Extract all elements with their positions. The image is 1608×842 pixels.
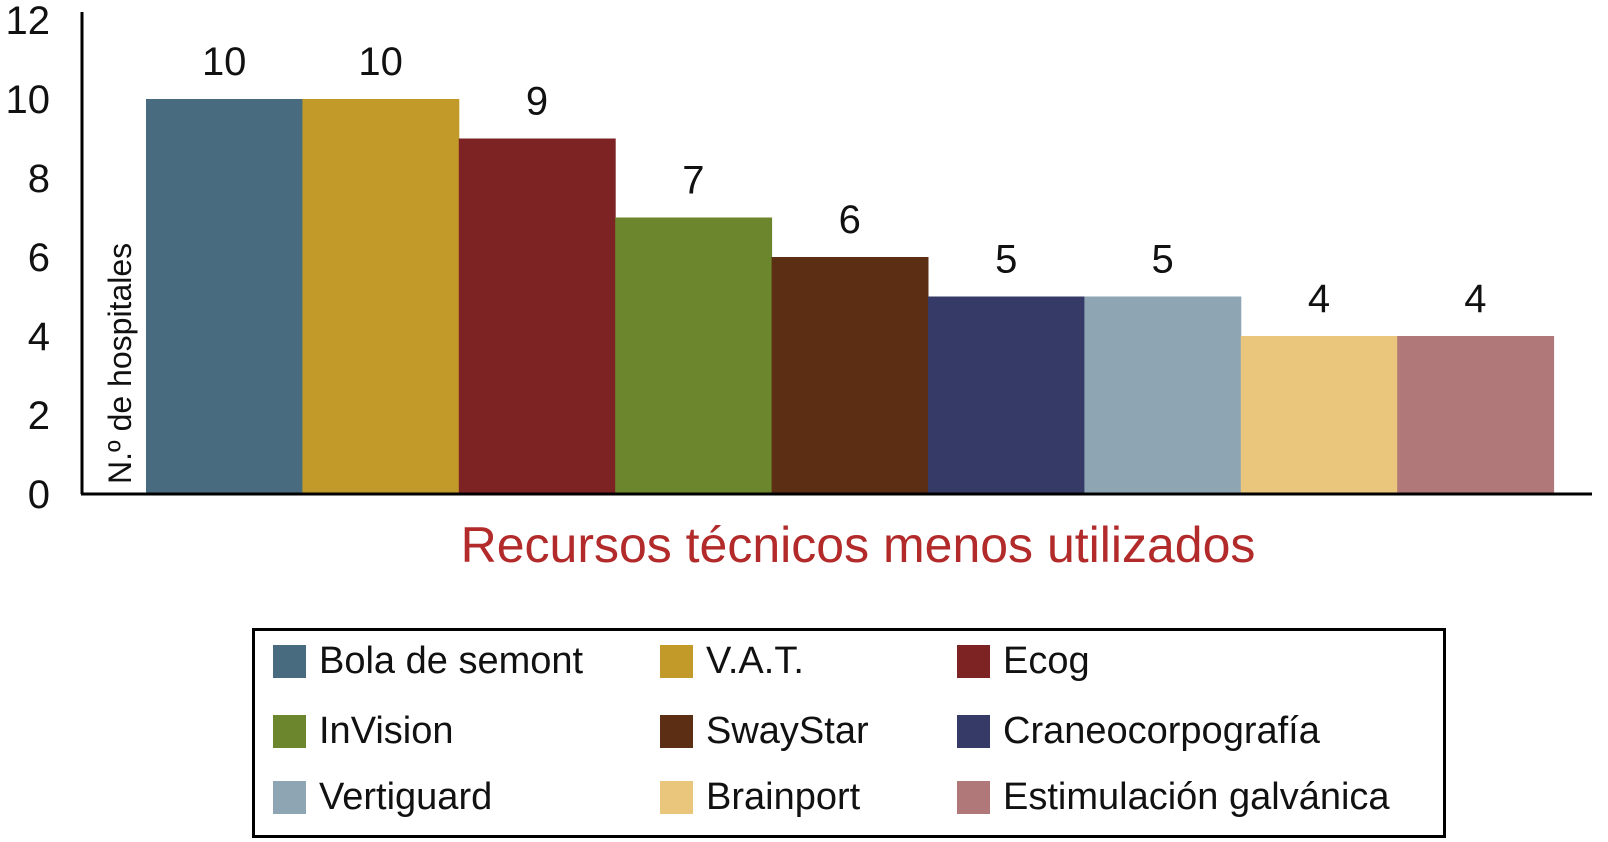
legend-item: SwayStar: [660, 709, 869, 752]
data-labels: 10 10 9 7 6 5 5 4 4: [202, 40, 1487, 321]
y-axis-ticks: 0 2 4 6 8 10 12: [6, 0, 51, 517]
y-tick-label: 6: [28, 236, 50, 280]
legend-item: InVision: [273, 709, 454, 752]
bar-value-label: 5: [1151, 238, 1173, 282]
legend-swatch: [273, 780, 306, 814]
legend-swatch: [660, 644, 693, 678]
bar: [458, 138, 616, 494]
legend-item: Ecog: [957, 639, 1090, 682]
legend-label: V.A.T.: [706, 639, 804, 682]
bar-value-label: 9: [526, 80, 548, 124]
bar: [1397, 336, 1555, 494]
legend-item: Bola de semont: [273, 639, 584, 682]
legend-item: Vertiguard: [273, 775, 493, 818]
bar-value-label: 4: [1464, 277, 1486, 321]
bar-value-label: 10: [202, 40, 247, 84]
legend-label: Ecog: [1003, 639, 1090, 682]
legend-label: Craneocorpografía: [1003, 709, 1320, 752]
bar: [302, 99, 460, 494]
bar-value-label: 7: [682, 159, 704, 203]
legend-label: Vertiguard: [319, 775, 493, 818]
y-axis-label: N.º de hospitales: [102, 243, 138, 484]
y-tick-label: 0: [28, 473, 50, 517]
bar-value-label: 4: [1308, 277, 1330, 321]
legend-item: Brainport: [660, 775, 861, 818]
legend-label: Estimulación galvánica: [1003, 775, 1390, 818]
bar: [146, 99, 303, 494]
legend-swatch: [957, 644, 990, 678]
legend-swatch: [273, 644, 306, 678]
legend-item: Craneocorpografía: [957, 709, 1320, 752]
bar: [771, 257, 929, 494]
bar: [928, 296, 1085, 494]
y-tick-label: 2: [28, 394, 50, 438]
legend-label: Bola de semont: [319, 639, 584, 682]
legend-swatch: [660, 780, 693, 814]
bar: [1240, 336, 1398, 494]
legend-swatch: [957, 780, 990, 814]
legend: Bola de semont V.A.T. Ecog InVision SwayStar…: [252, 628, 1446, 838]
legend-label: InVision: [319, 709, 454, 752]
legend-label: SwayStar: [706, 709, 869, 752]
bars: [146, 99, 1555, 494]
x-axis-label: Recursos técnicos menos utilizados: [461, 517, 1256, 573]
legend-item: Estimulación galvánica: [957, 775, 1390, 818]
legend-swatch: [660, 714, 693, 748]
y-tick-label: 12: [6, 0, 51, 43]
legend-swatch: [957, 714, 990, 748]
bar-value-label: 6: [839, 198, 861, 242]
y-tick-label: 8: [28, 157, 50, 201]
legend-item: V.A.T.: [660, 639, 804, 682]
y-tick-label: 10: [6, 78, 51, 122]
bar-value-label: 10: [358, 40, 403, 84]
bar-value-label: 5: [995, 238, 1017, 282]
legend-label: Brainport: [706, 775, 861, 818]
bar: [1084, 296, 1242, 494]
y-tick-label: 4: [28, 315, 50, 359]
legend-swatch: [273, 714, 306, 748]
bar: [615, 217, 773, 494]
